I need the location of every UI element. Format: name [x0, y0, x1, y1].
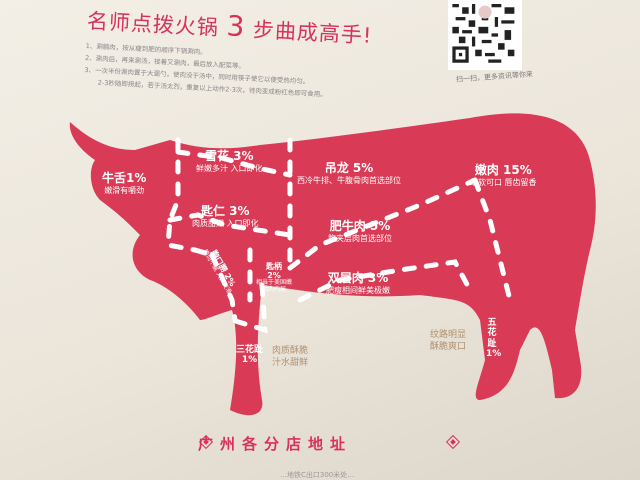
cut-desc: 相当于美国嫩肌肉内层 — [255, 279, 292, 294]
cut-name: 雪花 3% — [204, 149, 254, 163]
cow-silhouette — [69, 113, 596, 416]
note-line: 汁水甜鲜 — [272, 357, 309, 368]
cut-fatty-beef: 肥牛肉 5% 腹夹层肉首选部位 — [328, 219, 392, 243]
cut-name: 匙仁 3% — [200, 204, 250, 218]
cut-name: 双层肉 3% — [327, 271, 389, 285]
cut-desc: 西冷牛排、牛腹骨肉首选部位 — [297, 175, 401, 185]
note-line: 肉质酥脆 — [272, 346, 309, 356]
cut-name: 嫩肉 15% — [474, 163, 532, 177]
note-front: 肉质酥脆 汁水甜鲜 — [272, 346, 308, 369]
cut-ribeye: 吊龙 5% 西冷牛排、牛腹骨肉首选部位 — [297, 161, 401, 185]
cut-name: 三花趾 — [236, 345, 264, 355]
qr-code[interactable] — [448, 0, 522, 70]
cut-desc: 嫩滑有嚼劲 — [104, 185, 145, 195]
cut-desc: 鲜嫩多汁 入口即化 — [196, 163, 263, 173]
cut-pct: 2% — [267, 271, 281, 281]
cut-tongue: 牛舌1% 嫩滑有嚼劲 — [102, 171, 147, 195]
cut-double-layer: 双层肉 3% 肥瘦相间鲜美极嫩 — [326, 271, 390, 295]
cut-tender: 嫩肉 15% 细软可口 唇齿留香 — [470, 163, 537, 187]
cut-chuck-eye: 匙仁 3% 肉质甜嫩 入口即化 — [192, 204, 259, 228]
cut-chuck-tender: 匙柄 2% 相当于美国嫩肌肉内层 — [254, 262, 294, 294]
cut-desc: 细软可口 唇齿留香 — [470, 177, 537, 187]
address-heading: 广州各分店地址 — [198, 435, 353, 453]
cut-desc: 肥瘦相间鲜美极嫩 — [326, 285, 390, 295]
address-line-partial: …地铁C出口300米处… — [280, 471, 355, 479]
cut-name: 五花趾 — [487, 318, 497, 349]
cut-name: 肥牛肉 5% — [329, 219, 391, 233]
cut-name: 匙柄 — [266, 262, 282, 271]
cut-desc: 腹夹层肉首选部位 — [328, 233, 392, 243]
note-line: 酥脆爽口 — [430, 341, 467, 352]
cut-pct: 1% — [486, 349, 502, 360]
cut-name: 吊龙 5% — [324, 161, 374, 175]
cut-rear-shank: 五花趾 1% — [486, 318, 502, 360]
cut-name: 牛舌1% — [102, 171, 147, 185]
cut-front-shank: 三花趾 1% — [236, 345, 263, 366]
cut-desc: 肉质甜嫩 入口即化 — [192, 218, 259, 228]
cut-snowflake: 雪花 3% 鲜嫩多汁 入口即化 — [196, 149, 263, 173]
note-rear: 纹路明显 酥脆爽口 — [430, 330, 466, 353]
note-line: 纹路明显 — [430, 330, 467, 340]
cut-pct: 1% — [241, 355, 258, 366]
